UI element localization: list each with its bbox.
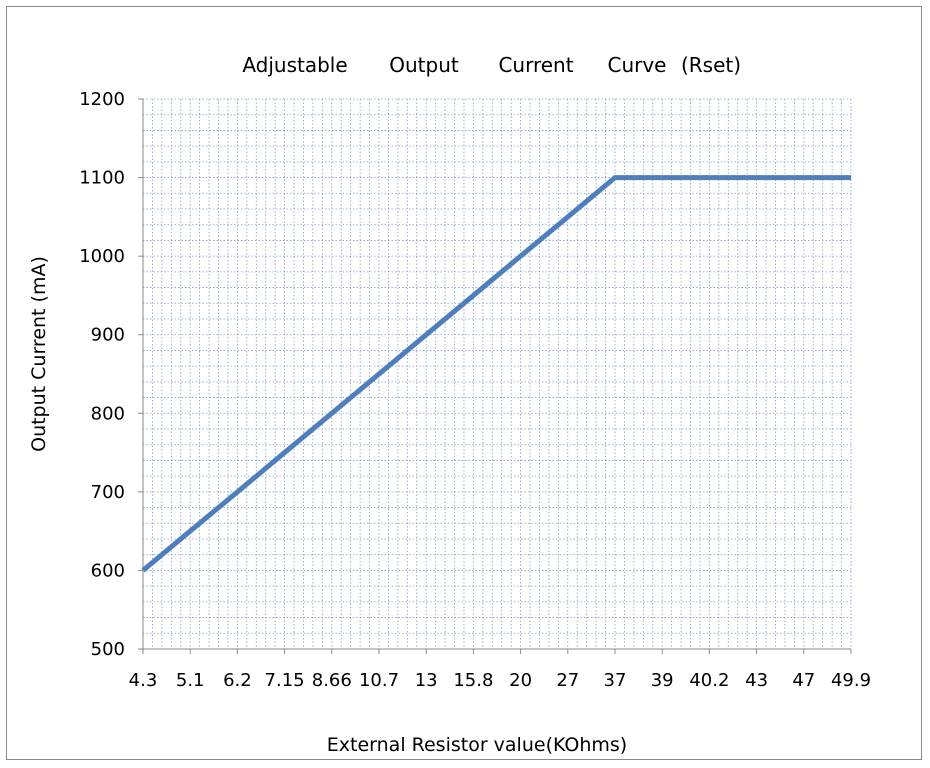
x-tick-label: 7.15 bbox=[265, 670, 305, 691]
chart-title-word: Curve bbox=[607, 53, 666, 77]
x-tick-label: 40.2 bbox=[689, 670, 729, 691]
chart-title-word: Output bbox=[389, 53, 459, 77]
chart-grid bbox=[142, 98, 852, 650]
chart-series bbox=[141, 175, 851, 573]
y-tick-label: 1000 bbox=[79, 246, 125, 267]
chart-axes bbox=[138, 98, 852, 654]
y-tick-label: 600 bbox=[91, 560, 125, 581]
x-tick-label: 37 bbox=[604, 670, 627, 691]
x-tick-label: 6.2 bbox=[223, 670, 252, 691]
x-tick-label: 27 bbox=[556, 670, 579, 691]
chart-title-word: (Rset) bbox=[681, 53, 741, 77]
y-axis-title: Output Current (mA) bbox=[28, 256, 50, 452]
x-tick-label: 5.1 bbox=[176, 670, 205, 691]
x-tick-label: 39 bbox=[651, 670, 674, 691]
chart-title-word: Current bbox=[498, 53, 573, 77]
x-tick-label: 20 bbox=[509, 670, 532, 691]
series-line bbox=[141, 175, 851, 573]
y-tick-label: 1200 bbox=[79, 89, 125, 110]
x-tick-label: 4.3 bbox=[129, 670, 158, 691]
x-tick-label: 13 bbox=[415, 670, 438, 691]
x-tick-label: 49.9 bbox=[831, 670, 871, 691]
x-tick-label: 43 bbox=[745, 670, 768, 691]
y-tick-label: 700 bbox=[91, 482, 125, 503]
y-tick-label: 500 bbox=[91, 639, 125, 660]
chart-title: Adjustable Output Current Curve (Rset) bbox=[242, 53, 741, 77]
y-tick-labels: 500 600 700 800 900 1000 1100 1200 bbox=[79, 89, 125, 660]
y-tick-label: 900 bbox=[91, 325, 125, 346]
x-tick-labels: 4.3 5.1 6.2 7.15 8.66 10.7 13 15.8 20 27 37 39 40.2 4… bbox=[129, 670, 871, 691]
x-tick-label: 15.8 bbox=[453, 670, 493, 691]
y-tick-label: 1100 bbox=[79, 168, 125, 189]
x-tick-label: 8.66 bbox=[312, 670, 352, 691]
x-axis-title: External Resistor value(KOhms) bbox=[327, 734, 627, 756]
y-tick-label: 800 bbox=[91, 403, 125, 424]
chart-title-word: Adjustable bbox=[242, 53, 347, 77]
x-tick-label: 10.7 bbox=[359, 670, 399, 691]
x-tick-label: 47 bbox=[792, 670, 815, 691]
